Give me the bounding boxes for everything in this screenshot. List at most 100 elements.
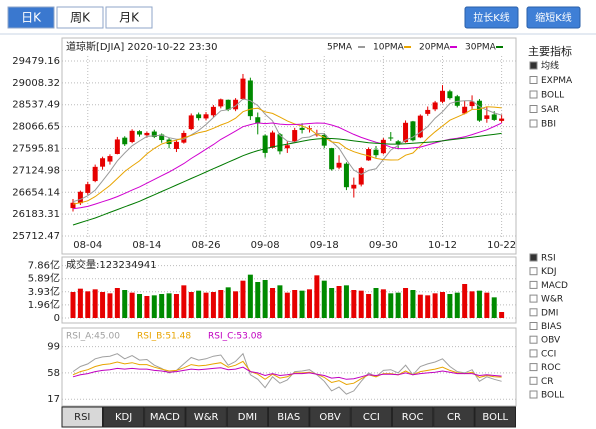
candle-body: [432, 102, 438, 110]
period-tab[interactable]: [7, 6, 55, 29]
indicator-tab-label[interactable]: CCI: [363, 412, 380, 423]
indicator-label[interactable]: BOLL: [541, 91, 564, 101]
sub-indicator-checkbox[interactable]: [529, 267, 538, 276]
volume-bar: [306, 289, 312, 318]
sub-indicator-checkbox[interactable]: [529, 349, 538, 358]
indicator-label[interactable]: 均线: [541, 60, 559, 72]
volume-bar: [410, 290, 416, 318]
volume-bar: [373, 288, 379, 318]
volume-bar: [122, 290, 128, 318]
indicator-tab-label[interactable]: CR: [447, 412, 461, 423]
y-tick-label: 99: [47, 342, 60, 353]
candle-body: [476, 100, 482, 121]
sub-indicator-checkbox[interactable]: [529, 390, 538, 399]
sub-indicator-label[interactable]: RSI: [541, 254, 556, 264]
sub-indicator-checkbox[interactable]: [529, 376, 538, 385]
indicator-tab[interactable]: [474, 406, 516, 428]
volume-bar: [233, 291, 239, 318]
y-tick-label: 28537.49: [12, 100, 60, 111]
sub-indicator-label[interactable]: KDJ: [541, 267, 557, 277]
volume-bar: [137, 294, 143, 318]
indicator-title: 主要指标: [528, 44, 572, 58]
volume-bar: [100, 292, 106, 318]
indicator-tab-label[interactable]: KDJ: [115, 412, 132, 423]
sub-indicator-checkbox[interactable]: [529, 335, 538, 344]
indicator-tab-label[interactable]: BOLL: [482, 412, 508, 423]
sub-indicator-checkbox[interactable]: [529, 253, 538, 262]
sub-indicator-label[interactable]: DMI: [541, 308, 558, 318]
indicator-tab[interactable]: [309, 406, 351, 428]
sub-indicator-checkbox[interactable]: [529, 308, 538, 317]
volume-bar: [440, 292, 445, 318]
candle-body: [343, 163, 349, 188]
legend-label: 20PMA: [419, 43, 451, 53]
indicator-tab[interactable]: [350, 406, 393, 428]
candle-body: [247, 80, 253, 117]
volume-bar: [181, 285, 187, 318]
volume-bar: [491, 297, 497, 318]
indicator-tab[interactable]: [185, 406, 227, 428]
volume-bar: [144, 296, 150, 318]
indicator-checkbox[interactable]: [529, 61, 538, 70]
y-tick-label: 27595.81: [12, 144, 60, 155]
candle-body: [262, 135, 268, 153]
indicator-checkbox[interactable]: [529, 119, 538, 128]
legend-label: 5PMA: [327, 43, 353, 53]
indicator-tab-label[interactable]: OBV: [319, 412, 340, 423]
x-tick-label: 10-12: [428, 240, 457, 251]
candle-body: [277, 134, 283, 152]
indicator-label[interactable]: EXPMA: [541, 76, 573, 86]
zoom-button-label[interactable]: 拉长K线: [473, 11, 510, 24]
volume-bar: [203, 292, 209, 318]
indicator-tab[interactable]: [61, 406, 103, 428]
sub-indicator-label[interactable]: MACD: [541, 281, 568, 291]
zoom-button[interactable]: [526, 6, 581, 29]
volume-bar: [454, 292, 460, 318]
period-tab-label[interactable]: 周K: [70, 11, 91, 25]
period-tab[interactable]: [56, 6, 104, 29]
sub-indicator-label[interactable]: OBV: [541, 336, 561, 346]
indicator-tab-label[interactable]: BIAS: [277, 412, 300, 423]
sub-indicator-label[interactable]: BOLL: [541, 391, 564, 401]
y-tick-label: 17: [47, 394, 60, 405]
indicator-tab[interactable]: [268, 406, 310, 428]
zoom-button-label[interactable]: 缩短K线: [535, 11, 572, 24]
indicator-tab[interactable]: [144, 406, 186, 428]
indicator-tab-label[interactable]: ROC: [402, 412, 424, 423]
indicator-tab[interactable]: [102, 406, 145, 428]
indicator-tab[interactable]: [226, 406, 269, 428]
sub-indicator-label[interactable]: CR: [541, 377, 554, 387]
sub-indicator-checkbox[interactable]: [529, 363, 538, 372]
zoom-button[interactable]: [464, 6, 519, 29]
indicator-label[interactable]: SAR: [541, 105, 559, 115]
indicator-label[interactable]: BBI: [541, 120, 556, 130]
indicator-tab[interactable]: [391, 406, 434, 428]
sub-indicator-checkbox[interactable]: [529, 322, 538, 330]
period-tab-label[interactable]: 月K: [119, 11, 140, 25]
indicator-checkbox[interactable]: [529, 76, 538, 84]
candle-body: [188, 115, 194, 130]
sub-indicator-label[interactable]: W&R: [541, 295, 563, 305]
sub-indicator-label[interactable]: ROC: [541, 363, 561, 373]
candle-body: [410, 121, 416, 141]
indicator-tab-label[interactable]: DMI: [238, 412, 257, 423]
period-tab[interactable]: [105, 6, 153, 29]
indicator-line: [72, 132, 502, 226]
candle-body: [70, 202, 76, 209]
volume-bar: [247, 274, 253, 318]
sub-indicator-checkbox[interactable]: [529, 280, 538, 289]
indicator-tab-label[interactable]: W&R: [194, 412, 219, 423]
indicator-tab-label[interactable]: RSI: [74, 412, 90, 423]
indicator-tab-label[interactable]: MACD: [150, 412, 180, 423]
candle-body: [196, 114, 202, 119]
period-tab-label[interactable]: 日K: [21, 11, 42, 25]
sub-indicator-checkbox[interactable]: [529, 294, 538, 303]
sub-indicator-label[interactable]: CCI: [541, 349, 556, 359]
indicator-tab[interactable]: [433, 406, 475, 428]
indicator-checkbox[interactable]: [529, 90, 538, 99]
candle-body: [351, 184, 357, 189]
sub-indicator-label[interactable]: BIAS: [541, 322, 562, 332]
volume-bar: [210, 292, 216, 318]
indicator-checkbox[interactable]: [529, 105, 538, 113]
x-tick-label: 09-18: [310, 240, 339, 251]
